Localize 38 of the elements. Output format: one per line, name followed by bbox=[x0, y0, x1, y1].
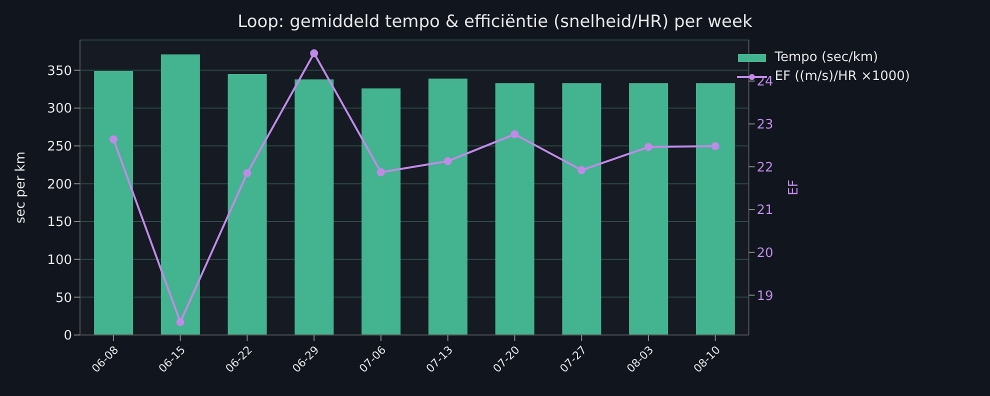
y-tick-label: 350 bbox=[47, 64, 72, 79]
point bbox=[510, 130, 519, 138]
y-tick-label: 200 bbox=[47, 177, 72, 192]
y-tick-label: 50 bbox=[55, 290, 72, 306]
bar bbox=[160, 54, 200, 335]
point bbox=[176, 318, 184, 326]
y-axis-title: sec per km bbox=[14, 152, 29, 224]
point bbox=[310, 49, 318, 58]
bar bbox=[94, 71, 134, 335]
point bbox=[711, 142, 720, 150]
bar bbox=[228, 74, 267, 335]
y2-axis-title: EF bbox=[786, 180, 802, 196]
bar bbox=[696, 83, 735, 335]
point bbox=[376, 168, 385, 176]
y-tick-label: 300 bbox=[47, 102, 72, 117]
legend-label: Tempo (sec/km) bbox=[774, 50, 878, 65]
bar bbox=[362, 88, 401, 335]
point bbox=[243, 169, 252, 178]
y2-tick-label: 20 bbox=[756, 246, 774, 261]
bar bbox=[562, 83, 602, 335]
y2-tick-label: 23 bbox=[756, 118, 774, 133]
y-tick-label: 100 bbox=[47, 252, 72, 268]
bar bbox=[495, 83, 534, 335]
point bbox=[109, 135, 118, 144]
point bbox=[578, 166, 586, 174]
bar bbox=[629, 83, 668, 335]
y-tick-label: 150 bbox=[47, 215, 72, 230]
bar bbox=[294, 79, 334, 335]
bar bbox=[428, 78, 468, 335]
chart-title: Loop: gemiddeld tempo & efficiëntie (snelheid/HR) per week bbox=[236, 12, 754, 32]
y-tick-label: 250 bbox=[47, 140, 72, 155]
point bbox=[644, 143, 652, 152]
y2-tick-label: 21 bbox=[756, 203, 774, 218]
y2-tick-label: 22 bbox=[756, 160, 774, 176]
y2-tick-label: 19 bbox=[756, 288, 774, 304]
legend-label: EF ((m/s)/HR ×1000) bbox=[774, 69, 910, 84]
point bbox=[444, 157, 452, 166]
y-tick-label: 0 bbox=[64, 328, 72, 344]
